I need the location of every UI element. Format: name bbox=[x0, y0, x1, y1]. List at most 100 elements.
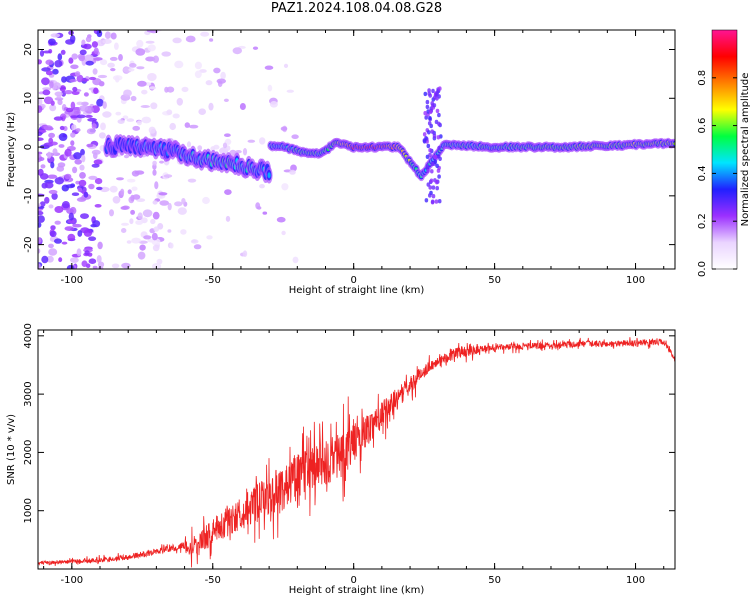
noise-blob bbox=[43, 125, 53, 131]
noise-blob bbox=[92, 265, 98, 269]
noise-blob bbox=[54, 60, 63, 68]
burst-blob bbox=[431, 194, 436, 199]
noise-blob bbox=[148, 126, 156, 134]
noise-blob bbox=[130, 209, 136, 215]
burst-blob bbox=[429, 178, 434, 183]
noise-blob bbox=[61, 76, 67, 83]
noise-blob bbox=[191, 239, 197, 243]
noise-blob bbox=[122, 66, 132, 73]
noise-blob bbox=[67, 219, 75, 224]
noise-blob bbox=[152, 160, 157, 166]
noise-blob bbox=[232, 47, 242, 55]
noise-blob bbox=[153, 226, 160, 232]
noise-blob bbox=[242, 148, 248, 156]
colorbar-tick-label: 0.6 bbox=[697, 118, 708, 134]
noise-blob bbox=[96, 186, 103, 191]
noise-blob bbox=[220, 71, 226, 80]
plot-frame bbox=[37, 329, 676, 570]
noise-blob bbox=[139, 244, 146, 251]
noise-blob bbox=[59, 125, 65, 131]
noise-blob bbox=[167, 202, 172, 211]
y-tick-label: 20 bbox=[23, 43, 34, 56]
burst-blob bbox=[426, 143, 431, 149]
x-tick-label: 100 bbox=[626, 275, 645, 286]
noise-blob bbox=[154, 181, 159, 190]
noise-blob bbox=[152, 55, 159, 63]
noise-blob bbox=[259, 137, 266, 145]
noise-blob bbox=[54, 91, 63, 97]
noise-blob bbox=[72, 86, 78, 92]
noise-blob bbox=[223, 98, 229, 103]
noise-blob bbox=[222, 142, 228, 149]
spectrogram bbox=[38, 30, 675, 269]
noise-blob bbox=[102, 101, 107, 109]
noise-blob bbox=[41, 67, 51, 72]
chart-title: PAZ1.2024.108.04.08.G28 bbox=[270, 1, 443, 16]
noise-blob bbox=[80, 213, 89, 220]
y-tick-label: 3000 bbox=[23, 381, 34, 406]
noise-blob bbox=[42, 87, 52, 91]
noise-blob bbox=[184, 122, 190, 128]
burst-blob bbox=[426, 168, 430, 174]
noise-blob bbox=[38, 97, 43, 106]
noise-blob bbox=[102, 111, 112, 118]
burst-blob bbox=[428, 185, 433, 190]
noise-blob bbox=[181, 198, 186, 204]
noise-blob bbox=[38, 131, 43, 136]
noise-blob bbox=[64, 148, 72, 157]
noise-blob bbox=[120, 188, 125, 196]
noise-blob bbox=[110, 32, 117, 40]
noise-blob bbox=[136, 66, 145, 70]
noise-blob bbox=[58, 144, 65, 148]
noise-blob bbox=[42, 50, 52, 54]
noise-blob bbox=[145, 56, 156, 62]
noise-blob bbox=[137, 80, 147, 87]
noise-blob bbox=[70, 101, 76, 110]
noise-blob bbox=[88, 183, 95, 190]
noise-blob bbox=[77, 187, 83, 192]
noise-blob bbox=[81, 154, 86, 163]
noise-blob bbox=[88, 258, 97, 265]
burst-blob bbox=[435, 108, 440, 114]
burst-blob bbox=[437, 121, 441, 127]
noise-blob bbox=[39, 50, 45, 57]
noise-blob bbox=[70, 64, 79, 70]
noise-blob bbox=[65, 107, 74, 113]
noise-blob bbox=[224, 133, 231, 137]
burst-blob bbox=[428, 93, 433, 98]
colorbar: 0.0 0.2 0.4 0.6 0.8 Normalized spectral ampli… bbox=[697, 29, 750, 277]
snr-series-line bbox=[38, 337, 675, 568]
noise-blob bbox=[198, 108, 206, 115]
burst-blob bbox=[427, 88, 431, 93]
burst-blob bbox=[433, 95, 437, 100]
noise-blob bbox=[109, 56, 118, 61]
noise-blob bbox=[161, 51, 171, 57]
noise-blob bbox=[276, 216, 286, 223]
noise-blob bbox=[145, 40, 155, 44]
noise-blob bbox=[110, 68, 116, 72]
noise-blob bbox=[83, 92, 89, 97]
y-tick-label: 10 bbox=[23, 92, 34, 105]
x-tick-label: -50 bbox=[205, 275, 221, 286]
noise-blob bbox=[100, 122, 106, 131]
noise-blob bbox=[72, 223, 82, 228]
noise-blob bbox=[53, 116, 64, 121]
noise-blob bbox=[50, 33, 61, 38]
noise-blob bbox=[216, 78, 226, 84]
noise-blob bbox=[209, 38, 214, 42]
burst-blob bbox=[430, 129, 435, 134]
noise-blob bbox=[132, 125, 140, 131]
burst-blob bbox=[435, 186, 440, 191]
noise-blob bbox=[48, 248, 58, 256]
noise-blob bbox=[102, 39, 112, 44]
noise-blob bbox=[70, 115, 79, 119]
burst-blob bbox=[432, 103, 437, 108]
y-tick-label: 4000 bbox=[23, 323, 34, 348]
noise-blob bbox=[280, 126, 288, 131]
noise-blob bbox=[68, 57, 74, 64]
noise-blob bbox=[206, 235, 213, 240]
noise-blob bbox=[38, 210, 44, 216]
noise-blob bbox=[48, 204, 54, 209]
noise-blob bbox=[66, 208, 74, 215]
noise-blob bbox=[136, 39, 144, 48]
